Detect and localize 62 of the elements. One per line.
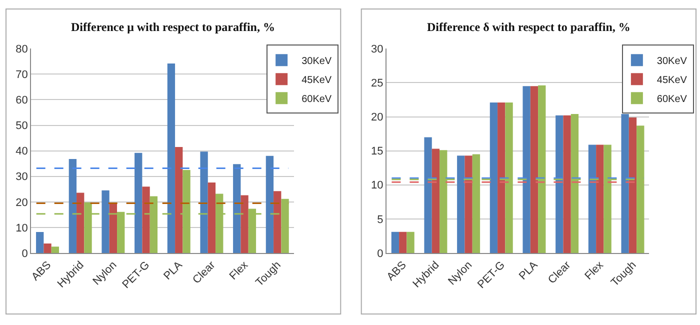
x-tick-label: PLA: [517, 258, 541, 282]
bar: [628, 117, 637, 253]
bar: [208, 182, 216, 253]
chart-title: Difference δ with respect to paraffin, %: [427, 20, 630, 34]
y-tick-label: 10: [371, 180, 384, 192]
bar: [36, 232, 44, 253]
y-tick-label: 40: [16, 146, 28, 158]
bar: [432, 148, 440, 253]
bar: [68, 159, 77, 253]
y-tick-label: 80: [16, 44, 28, 56]
bar: [596, 144, 604, 253]
bar: [621, 114, 629, 253]
bar: [457, 156, 465, 253]
bar: [175, 146, 183, 253]
bar: [391, 232, 400, 253]
bar: [44, 244, 52, 253]
y-tick-label: 5: [377, 214, 384, 226]
x-tick-label: PLA: [162, 258, 186, 282]
bar: [399, 232, 407, 253]
y-tick-label: 50: [16, 120, 28, 132]
bar: [588, 144, 596, 253]
y-tick-label: 0: [22, 248, 28, 260]
legend-label: 45KeV: [302, 74, 332, 86]
y-tick-label: 60: [16, 94, 28, 107]
y-tick-label: 20: [16, 196, 28, 209]
chart-title: Difference μ with respect to paraffin, %: [71, 20, 275, 34]
x-tick-label: Flex: [582, 258, 606, 282]
bar: [563, 115, 571, 253]
bar: [464, 156, 472, 253]
bar: [266, 156, 274, 253]
bar: [167, 63, 176, 253]
bar: [424, 137, 432, 253]
bar: [530, 86, 538, 253]
y-tick-label: 70: [16, 69, 28, 82]
legend-label: 45KeV: [656, 74, 688, 86]
bar: [274, 191, 282, 253]
bar: [233, 164, 241, 253]
bar: [522, 86, 530, 253]
legend-label: 60KeV: [656, 94, 688, 105]
bar: [134, 152, 142, 253]
bar: [498, 102, 506, 253]
y-tick-label: 0: [377, 248, 384, 260]
bar: [102, 190, 110, 253]
bar: [76, 192, 84, 253]
legend-label: 30KeV: [302, 56, 332, 67]
y-tick-label: 15: [371, 146, 384, 158]
bar: [142, 186, 150, 253]
bar: [406, 232, 414, 253]
y-tick-label: 30: [16, 171, 28, 184]
legend-label: 30KeV: [656, 56, 688, 67]
x-tick-label: Flex: [227, 258, 251, 282]
bar: [556, 115, 564, 253]
y-tick-label: 25: [371, 78, 384, 90]
y-tick-label: 20: [371, 112, 384, 124]
y-tick-label: 30: [371, 44, 384, 56]
bar: [240, 195, 248, 253]
bar: [490, 102, 498, 253]
y-tick-label: 10: [16, 222, 28, 234]
bar: [109, 203, 118, 253]
bar: [200, 152, 208, 253]
legend-label: 60KeV: [302, 94, 332, 105]
bar: [51, 246, 60, 253]
